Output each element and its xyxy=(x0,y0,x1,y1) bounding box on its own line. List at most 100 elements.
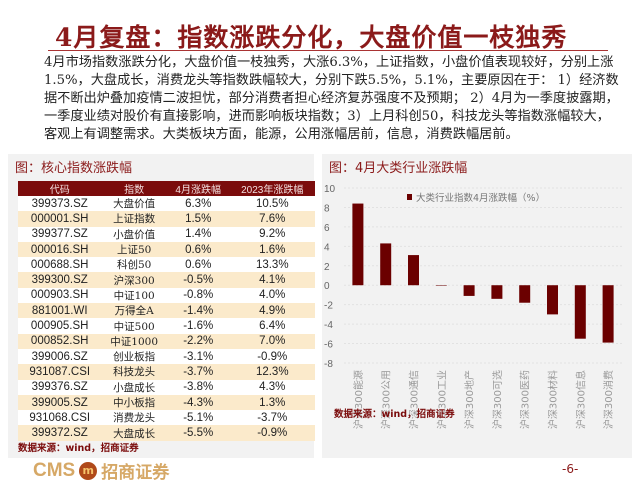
bar xyxy=(574,285,586,339)
table-cell: 中证500 xyxy=(101,318,167,334)
table-cell: -0.8% xyxy=(166,287,230,304)
bar xyxy=(408,255,419,286)
table-row: 931087.CSI 科技龙头 -3.7% 12.3% xyxy=(18,364,315,380)
x-tick-label: 沪深300信息 xyxy=(574,370,587,429)
table-cell: 1.6% xyxy=(229,241,315,258)
table-cell: 中证1000 xyxy=(101,333,167,349)
table-cell: 399006.SZ xyxy=(18,348,102,365)
table-cell: 000905.SH xyxy=(18,318,102,334)
table-cell: 000903.SH xyxy=(18,287,102,304)
page-number: -6- xyxy=(562,462,579,476)
table-row: 881001.WI 万得全A -1.4% 4.9% xyxy=(18,303,315,319)
column-header: 4月涨跌幅 xyxy=(166,181,230,196)
table-cell: 10.5% xyxy=(229,196,315,212)
slide-title: 4月复盘：指数涨跌分化，大盘价值一枝独秀 xyxy=(55,23,568,52)
x-tick-label: 沪深300可选 xyxy=(491,370,504,429)
bar xyxy=(352,203,364,286)
index-table-panel: 图：核心指数涨跌幅 代码 指数 4月涨跌幅 2023年涨跌幅 399373.SZ 大盘价… xyxy=(8,154,315,458)
table-cell: 中证100 xyxy=(101,287,167,304)
bar xyxy=(380,243,392,286)
table-row: 000852.SH 中证1000 -2.2% 7.0% xyxy=(18,333,315,349)
table-cell: 000688.SH xyxy=(18,257,102,273)
y-tick-label: 8 xyxy=(324,203,330,214)
table-cell: 小盘成长 xyxy=(101,379,167,395)
table-cell: 6.3% xyxy=(166,196,230,212)
table-cell: 0.6% xyxy=(166,257,230,273)
table-row: 399372.SZ 大盘成长 -5.5% -0.9% xyxy=(18,425,315,441)
table-cell: -5.1% xyxy=(166,410,230,426)
table-cell: 4.3% xyxy=(229,379,315,395)
table-cell: -3.7% xyxy=(229,410,315,426)
table-cell: 399300.SZ xyxy=(18,272,102,288)
table-cell: 上证50 xyxy=(101,241,167,258)
table-cell: 创业板指 xyxy=(101,348,167,365)
table-cell: 消费龙头 xyxy=(101,410,167,426)
table-cell: 931068.CSI xyxy=(18,410,102,426)
table-cell: -0.9% xyxy=(229,425,315,441)
table-cell: -5.5% xyxy=(166,425,230,441)
table-cell: -3.8% xyxy=(166,379,230,395)
table-row: 399006.SZ 创业板指 -3.1% -0.9% xyxy=(18,348,315,365)
table-cell: 4.1% xyxy=(229,272,315,288)
y-tick-label: -8 xyxy=(324,359,333,370)
table-cell: 881001.WI xyxy=(18,303,102,319)
table-row: 399300.SZ 沪深300 -0.5% 4.1% xyxy=(18,272,315,288)
table-cell: 000852.SH xyxy=(18,333,102,349)
table-cell: -3.7% xyxy=(166,364,230,380)
table-cell: 9.2% xyxy=(229,226,315,242)
table-cell: 4.9% xyxy=(229,303,315,319)
industry-bar-chart: 10 8 6 4 2 0 -2 -4 -6 -8 沪深300能源 沪深300公用 沪深300通信 沪深30… xyxy=(324,184,622,429)
x-tick-label: 沪深300工业 xyxy=(435,370,448,429)
table-row: 000688.SH 科创50 0.6% 13.3% xyxy=(18,257,315,273)
y-tick-label: -4 xyxy=(324,320,333,331)
title-underline xyxy=(48,50,608,51)
table-row: 931068.CSI 消费龙头 -5.1% -3.7% xyxy=(18,410,315,426)
legend-label: 大类行业指数4月涨跌幅（%） xyxy=(416,192,545,204)
table-cell: 7.6% xyxy=(229,211,315,227)
table-cell: -1.4% xyxy=(166,303,230,319)
table-cell: 4.0% xyxy=(229,287,315,304)
chart-source: 数据来源：wind，招商证券 xyxy=(334,409,455,420)
y-tick-label: 2 xyxy=(324,262,330,273)
y-tick-label: 4 xyxy=(324,242,330,253)
table-cell: 1.5% xyxy=(166,211,230,227)
table-row: 399005.SZ 中小板指 -4.3% 1.3% xyxy=(18,394,315,411)
table-row: 399377.SZ 小盘价值 1.4% 9.2% xyxy=(18,226,315,242)
x-tick-label: 沪深300消费 xyxy=(602,370,615,429)
table-cell: -3.1% xyxy=(166,348,230,365)
table-cell: 931087.CSI xyxy=(18,364,102,380)
bar xyxy=(435,285,447,286)
chart-title: 图：4月大类行业涨跌幅 xyxy=(329,161,468,176)
logo-mark-icon: m xyxy=(79,461,98,480)
table-row: 399373.SZ 大盘价值 6.3% 10.5% xyxy=(18,196,315,212)
table-row: 000016.SH 上证50 0.6% 1.6% xyxy=(18,241,315,258)
table-cell: 399372.SZ xyxy=(18,425,102,441)
table-cell: 399373.SZ xyxy=(18,196,102,212)
table-cell: -2.2% xyxy=(166,333,230,349)
table-cell: 13.3% xyxy=(229,257,315,273)
column-header: 代码 xyxy=(18,181,102,196)
y-tick-label: 6 xyxy=(324,223,330,234)
bar xyxy=(463,285,475,296)
cms-logo: CMS m 招商证券 xyxy=(33,458,169,483)
table-cell: 沪深300 xyxy=(101,272,167,288)
table-cell: 上证指数 xyxy=(101,211,167,227)
y-tick-label: 10 xyxy=(324,184,336,195)
x-tick-label: 沪深300通信 xyxy=(408,370,421,429)
table-cell: 0.6% xyxy=(166,241,230,258)
table-cell: 399377.SZ xyxy=(18,226,102,242)
summary-paragraph: 4月市场指数涨跌分化，大盘价值一枝独秀，大涨6.3%，上证指数，小盘价值表现较好… xyxy=(44,55,619,142)
table-cell: 中小板指 xyxy=(101,394,167,411)
table-cell: 399376.SZ xyxy=(18,379,102,395)
table-cell: 000001.SH xyxy=(18,211,102,227)
table-row: 000001.SH 上证指数 1.5% 7.6% xyxy=(18,211,315,227)
table-cell: 大盘成长 xyxy=(101,425,167,441)
table-row: 000905.SH 中证500 -1.6% 6.4% xyxy=(18,318,315,334)
table-cell: 万得全A xyxy=(101,303,167,319)
column-header: 指数 xyxy=(101,181,167,196)
table-cell: 399005.SZ xyxy=(18,394,102,411)
x-tick-label: 沪深300能源 xyxy=(352,370,365,429)
table-cell: -0.5% xyxy=(166,272,230,288)
table-row: 000903.SH 中证100 -0.8% 4.0% xyxy=(18,287,315,304)
legend-swatch xyxy=(407,194,412,200)
